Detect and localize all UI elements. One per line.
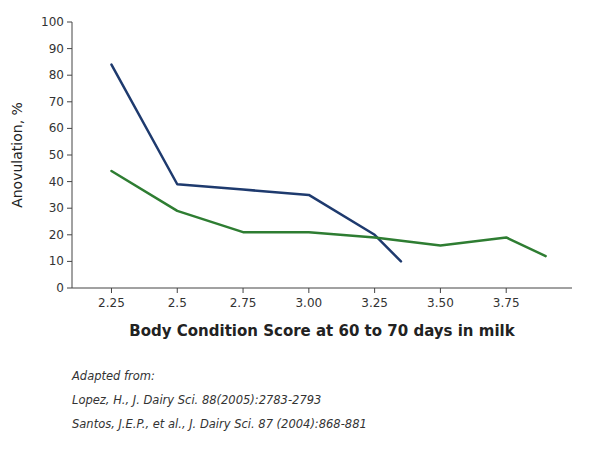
y-tick <box>67 22 72 23</box>
y-tick <box>67 75 72 76</box>
series-line <box>111 171 545 256</box>
x-tick <box>374 288 375 293</box>
y-tick-label: 90 <box>49 42 64 56</box>
x-tick-label: 2.25 <box>98 296 125 310</box>
y-tick <box>67 155 72 156</box>
y-tick <box>67 48 72 49</box>
y-axis-line <box>72 22 73 288</box>
y-tick-label: 100 <box>41 15 64 29</box>
y-axis-label: Anovulation, % <box>9 102 25 208</box>
y-tick-label: 20 <box>49 228 64 242</box>
y-tick-label: 60 <box>49 121 64 135</box>
y-tick-label: 80 <box>49 68 64 82</box>
y-tick-label: 10 <box>49 254 64 268</box>
x-tick <box>308 288 309 293</box>
x-axis-line <box>72 288 572 289</box>
y-tick-label: 70 <box>49 95 64 109</box>
y-tick-label: 0 <box>56 281 64 295</box>
caption: Adapted from: <box>71 369 155 383</box>
y-tick-label: 30 <box>49 201 64 215</box>
x-tick <box>440 288 441 293</box>
caption: Lopez, H., J. Dairy Sci. 88(2005):2783-2… <box>72 393 321 407</box>
x-tick-label: 2.75 <box>230 296 257 310</box>
y-tick <box>67 261 72 262</box>
x-tick-label: 3.00 <box>295 296 322 310</box>
x-tick-label: 3.25 <box>361 296 388 310</box>
y-tick <box>67 101 72 102</box>
y-tick <box>67 288 72 289</box>
x-tick <box>506 288 507 293</box>
y-tick <box>67 128 72 129</box>
x-tick-label: 3.50 <box>427 296 454 310</box>
y-tick-label: 40 <box>49 175 64 189</box>
x-tick-label: 2.5 <box>168 296 187 310</box>
y-tick-label: 50 <box>49 148 64 162</box>
y-tick <box>67 234 72 235</box>
y-tick <box>67 181 72 182</box>
x-tick <box>111 288 112 293</box>
x-tick <box>177 288 178 293</box>
y-axis: 0 10 20 30 40 50 60 70 80 90 100 <box>41 15 72 295</box>
x-axis-label: Body Condition Score at 60 to 70 days in… <box>129 322 515 340</box>
caption: Santos, J.E.P., et al., J. Dairy Sci. 87… <box>72 417 367 431</box>
y-tick <box>67 208 72 209</box>
lines <box>111 65 545 262</box>
x-tick-label: 3.75 <box>493 296 520 310</box>
x-tick <box>243 288 244 293</box>
chart: 0 10 20 30 40 50 60 70 80 90 100 2.25 2.5 2.75 3.00 3.2… <box>0 0 595 474</box>
x-axis: 2.25 2.5 2.75 3.00 3.25 3.50 3.75 <box>72 288 572 310</box>
